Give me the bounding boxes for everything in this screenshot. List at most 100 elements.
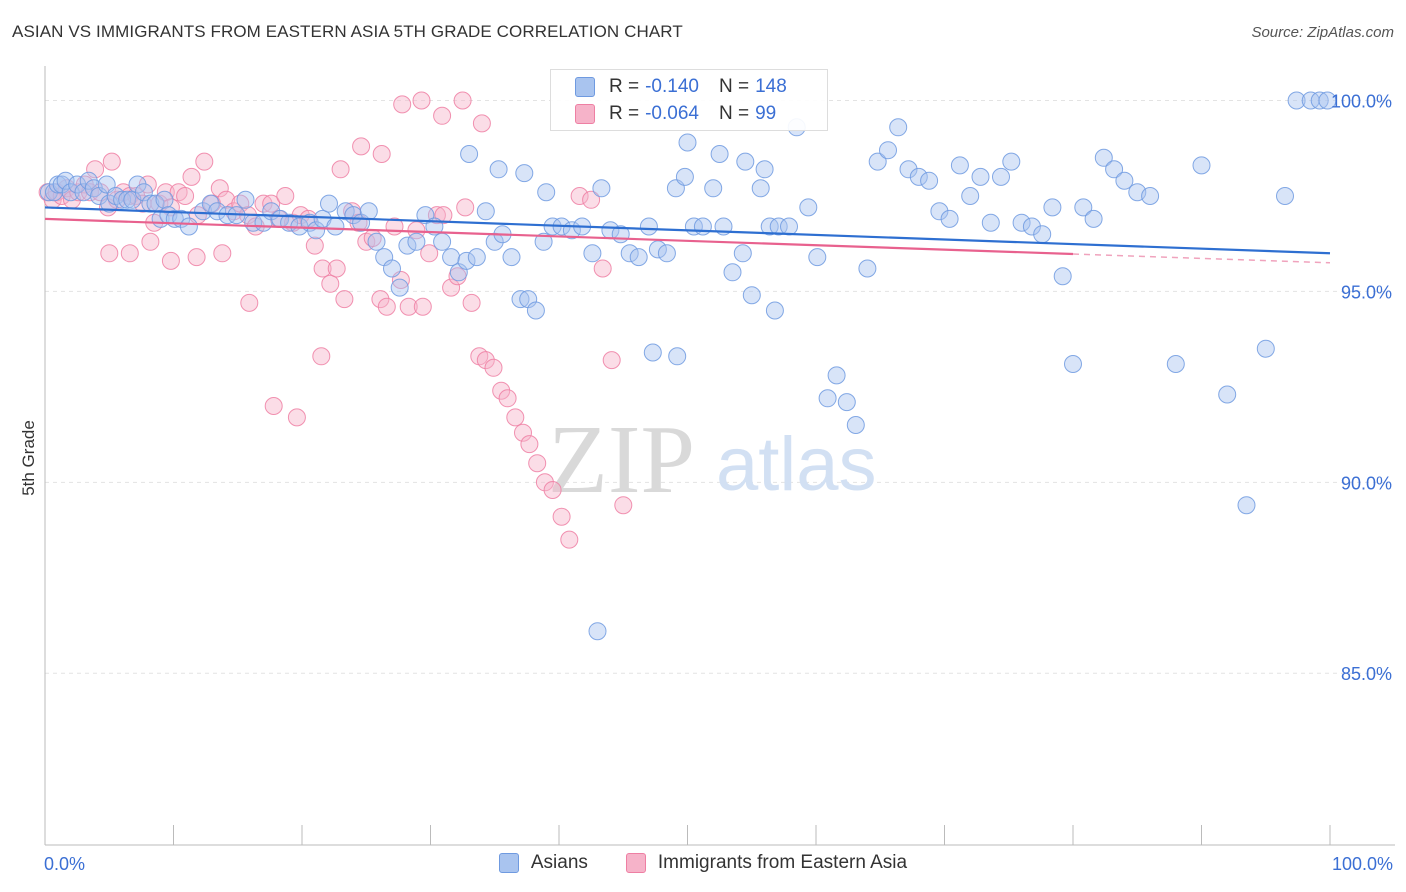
point-asians [236,190,255,209]
point-immigrants [276,187,295,205]
point-asians [643,343,662,362]
point-asians [502,248,521,267]
point-asians [592,179,611,198]
point-asians [620,244,639,263]
point-asians [534,232,553,251]
point-immigrants [240,293,259,312]
point-immigrants [327,259,346,278]
legend-swatch-immigrants [625,853,646,873]
point-immigrants [377,297,396,316]
point-asians [1166,355,1185,373]
point-immigrants [514,423,532,442]
point-immigrants [313,259,332,278]
point-asians [1033,225,1052,244]
point-asians [846,416,865,434]
point-asians [457,251,476,270]
point-asians [583,244,602,263]
point-asians [879,141,897,160]
watermark-zip: ZIP [548,406,695,514]
point-asians [930,202,949,221]
point-asians [704,179,723,198]
point-immigrants [570,187,589,205]
legend-item-immigrants[interactable]: Immigrants from Eastern Asia [625,852,908,874]
point-asians [476,202,495,221]
point-immigrants [331,160,350,179]
point-asians [639,217,658,236]
point-immigrants [412,91,431,110]
data-points [38,91,1337,641]
point-asians [179,217,198,236]
point-asians [128,175,147,194]
point-asians [511,290,530,309]
point-asians [668,347,687,366]
point-immigrants [161,251,180,270]
point-asians [909,167,928,186]
tick-labels: 100.0% 95.0% 90.0% 85.0% 0.0% 100.0% [44,92,1393,874]
point-immigrants [321,274,340,293]
point-asians [383,259,401,278]
point-immigrants [100,244,119,263]
x-tick-label: 0.0% [44,854,85,874]
point-asians [723,263,742,282]
point-asians [155,190,174,209]
point-asians [307,221,326,240]
point-asians [68,175,87,194]
point-asians [950,156,969,175]
point-immigrants [456,198,475,217]
point-immigrants [264,397,283,415]
point-asians [837,393,856,412]
point-immigrants [442,278,461,297]
legend-swatch-asians [498,853,519,873]
point-asians [320,194,338,213]
point-immigrants [372,145,391,163]
point-asians [467,248,486,267]
point-asians [629,248,648,267]
point-asians [61,183,80,202]
r-value: -0.140 [645,76,699,97]
point-asians [1022,217,1041,236]
point-asians [799,198,818,217]
point-immigrants [312,347,331,366]
point-asians [755,160,774,179]
point-asians [1012,213,1031,232]
point-asians [710,145,729,163]
point-asians [407,232,426,251]
point-immigrants [476,351,495,370]
point-immigrants [335,290,354,309]
point-immigrants [462,293,481,312]
point-immigrants [433,106,452,125]
point-immigrants [472,114,491,133]
point-immigrants [262,194,281,213]
point-immigrants [420,244,439,263]
point-immigrants [484,358,503,377]
point-asians [736,152,755,171]
point-asians [588,622,607,641]
trend-line-asians [44,206,1331,255]
point-immigrants [287,408,306,427]
point-immigrants [552,507,571,526]
point-immigrants [393,95,412,114]
legend-item-asians[interactable]: Asians [498,852,588,874]
point-asians [390,278,409,297]
point-immigrants [371,290,390,309]
point-immigrants [187,248,206,267]
point-asians [537,183,556,202]
axes [44,66,1395,846]
point-immigrants [560,530,579,549]
point-asians [489,160,508,179]
legend-label-immigrants: Immigrants from Eastern Asia [657,852,908,873]
y-tick-label: 85.0% [1341,664,1392,684]
point-asians [1141,187,1160,205]
point-immigrants [141,232,160,251]
point-immigrants [614,496,633,515]
point-immigrants [210,179,229,198]
trend-line-immigrants [44,217,1074,256]
n-value: 99 [755,103,777,124]
point-asians [1064,355,1082,373]
n-label: N = [718,103,750,124]
point-immigrants [213,244,232,263]
point-asians [1094,148,1113,167]
point-immigrants [535,473,554,492]
y-tick-label: 100.0% [1331,92,1392,112]
